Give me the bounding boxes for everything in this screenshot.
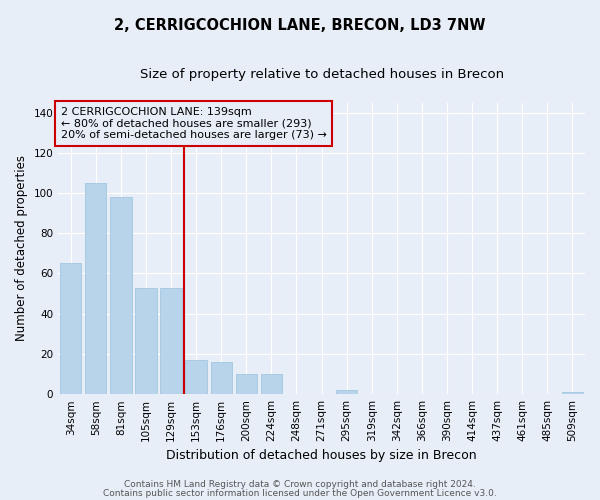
Bar — [562, 392, 583, 394]
Bar — [110, 197, 131, 394]
Bar — [85, 183, 106, 394]
Bar — [236, 374, 257, 394]
Bar — [60, 264, 82, 394]
Bar — [211, 362, 232, 394]
Bar — [261, 374, 282, 394]
Text: 2, CERRIGCOCHION LANE, BRECON, LD3 7NW: 2, CERRIGCOCHION LANE, BRECON, LD3 7NW — [114, 18, 486, 32]
Text: 2 CERRIGCOCHION LANE: 139sqm
← 80% of detached houses are smaller (293)
20% of s: 2 CERRIGCOCHION LANE: 139sqm ← 80% of de… — [61, 107, 326, 140]
Bar — [185, 360, 207, 394]
Bar — [136, 288, 157, 394]
Y-axis label: Number of detached properties: Number of detached properties — [15, 156, 28, 342]
Text: Contains public sector information licensed under the Open Government Licence v3: Contains public sector information licen… — [103, 489, 497, 498]
Title: Size of property relative to detached houses in Brecon: Size of property relative to detached ho… — [140, 68, 503, 80]
Bar — [336, 390, 358, 394]
Bar — [160, 288, 182, 394]
Text: Contains HM Land Registry data © Crown copyright and database right 2024.: Contains HM Land Registry data © Crown c… — [124, 480, 476, 489]
X-axis label: Distribution of detached houses by size in Brecon: Distribution of detached houses by size … — [166, 450, 477, 462]
